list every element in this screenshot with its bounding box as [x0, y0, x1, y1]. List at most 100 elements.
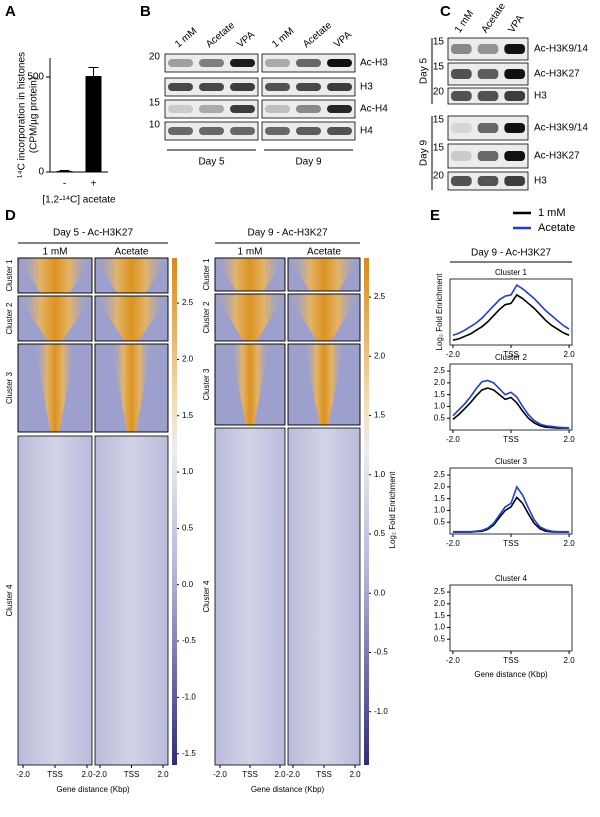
cluster-label: Cluster 3: [5, 371, 14, 404]
legend-label: 1 mM: [538, 207, 566, 219]
x-axis-label: Gene distance (Kbp): [251, 785, 325, 794]
x-tick-label: 2.0: [564, 656, 576, 665]
y-tick-label: 2.5: [434, 366, 446, 375]
column-label: Acetate: [115, 247, 149, 258]
blot-band: [327, 83, 352, 91]
x-tick-label: TSS: [503, 435, 519, 444]
cluster-label: Cluster 2: [5, 302, 14, 335]
marker-label: 20: [433, 87, 445, 98]
blot-band: [265, 105, 290, 113]
blot-band: [199, 127, 224, 135]
legend-label: Acetate: [538, 222, 575, 234]
marker-label: 10: [149, 120, 161, 131]
blot-band: [451, 151, 472, 161]
colorbar-tick-label: 1.0: [374, 470, 386, 479]
panel-letter: D: [5, 207, 16, 224]
row-label: Ac-H3K27: [534, 69, 580, 80]
lane-label: VPA: [235, 29, 257, 50]
blot-band: [296, 105, 321, 113]
day-label: Day 5: [419, 58, 430, 85]
lane-label: VPA: [332, 29, 354, 50]
colorbar-tick-label: 0.5: [374, 529, 386, 538]
lane-label: Acetate: [480, 1, 509, 35]
row-label: H3: [534, 176, 547, 187]
row-label: Ac-H3K9/14: [534, 44, 588, 55]
heatmap-signal: [18, 258, 92, 293]
heatmap-signal: [18, 296, 92, 341]
x-tick-label: -: [63, 179, 66, 190]
blot-band: [504, 123, 525, 133]
x-tick-label: +: [91, 179, 97, 190]
column-label: 1 mM: [238, 247, 263, 258]
heatmap-outline: [287, 293, 361, 342]
blot-band: [199, 105, 224, 113]
heatmap-signal: [288, 258, 360, 291]
colorbar-tick-label: -0.5: [374, 648, 388, 657]
y-tick-label: 1.5: [434, 611, 446, 620]
colorbar-tick-label: 2.5: [374, 292, 386, 301]
colorbar-tick-label: -1.5: [182, 749, 196, 758]
subplot-title: Cluster 2: [495, 353, 528, 362]
subplot-title: Cluster 4: [495, 574, 528, 583]
row-label: H3: [534, 91, 547, 102]
heatmap-block: [94, 435, 169, 766]
profile-line: [452, 293, 570, 341]
heatmap-block: [17, 435, 93, 766]
column-label: 1 mM: [43, 247, 68, 258]
blot-band: [504, 69, 525, 79]
x-tick-label: TSS: [242, 770, 258, 779]
blot-band: [477, 151, 499, 161]
lane-label: 1 mM: [453, 8, 476, 35]
blot-band: [451, 44, 472, 54]
x-tick-label: TSS: [503, 656, 519, 665]
colorbar: [172, 258, 177, 765]
x-tick-label: TSS: [124, 770, 140, 779]
blot-band: [230, 105, 255, 113]
x-tick-label: TSS: [47, 770, 63, 779]
heatmap-outline: [214, 257, 286, 292]
blot-band: [451, 69, 472, 79]
cluster-label: Cluster 1: [202, 258, 211, 291]
blot-band: [296, 127, 321, 135]
blot-band: [504, 176, 525, 186]
colorbar-tick-label: 0.0: [374, 588, 386, 597]
y-tick-label: 2.5: [434, 470, 446, 479]
y-axis-label: (CPM/µg protein): [29, 77, 40, 153]
panel-letter: C: [440, 3, 451, 20]
x-tick-label: -2.0: [286, 770, 300, 779]
day-label: Day 5: [198, 157, 225, 168]
x-tick-label: 2.0: [81, 770, 93, 779]
colorbar-tick-label: 1.5: [182, 411, 194, 420]
blot-band: [451, 123, 472, 133]
heatmap-outline: [287, 343, 361, 426]
blot-band: [230, 59, 255, 67]
lane-label: 1 mM: [270, 26, 296, 50]
cluster-label: Cluster 4: [5, 584, 14, 617]
profile-line: [452, 283, 570, 336]
blot-band: [168, 83, 193, 91]
y-tick-label: 500: [27, 72, 44, 83]
row-label: Ac-H3K27: [534, 151, 580, 162]
heatmap-signal: [111, 344, 152, 432]
colorbar-tick-label: 1.0: [182, 467, 194, 476]
heatmap-block: [287, 427, 361, 766]
colorbar-tick-label: 2.0: [182, 355, 194, 364]
blot-band: [504, 151, 525, 161]
profile-line: [452, 387, 570, 429]
heatmap-outline: [94, 343, 169, 433]
blot-frame: [261, 99, 356, 119]
y-tick-label: 1.5: [434, 494, 446, 503]
y-tick-label: 0: [38, 167, 44, 178]
y-tick-label: 2.5: [434, 587, 446, 596]
cluster-label: Cluster 2: [202, 301, 211, 334]
row-label: H3: [360, 82, 373, 93]
heatmap-outline: [287, 257, 361, 292]
marker-label: 15: [433, 143, 445, 154]
blot-band: [327, 105, 352, 113]
blot-band: [477, 123, 499, 133]
cluster-label: Cluster 1: [5, 259, 14, 292]
x-tick-label: -2.0: [446, 350, 460, 359]
heatmap-outline: [94, 295, 169, 342]
colorbar-tick-label: 2.0: [374, 351, 386, 360]
